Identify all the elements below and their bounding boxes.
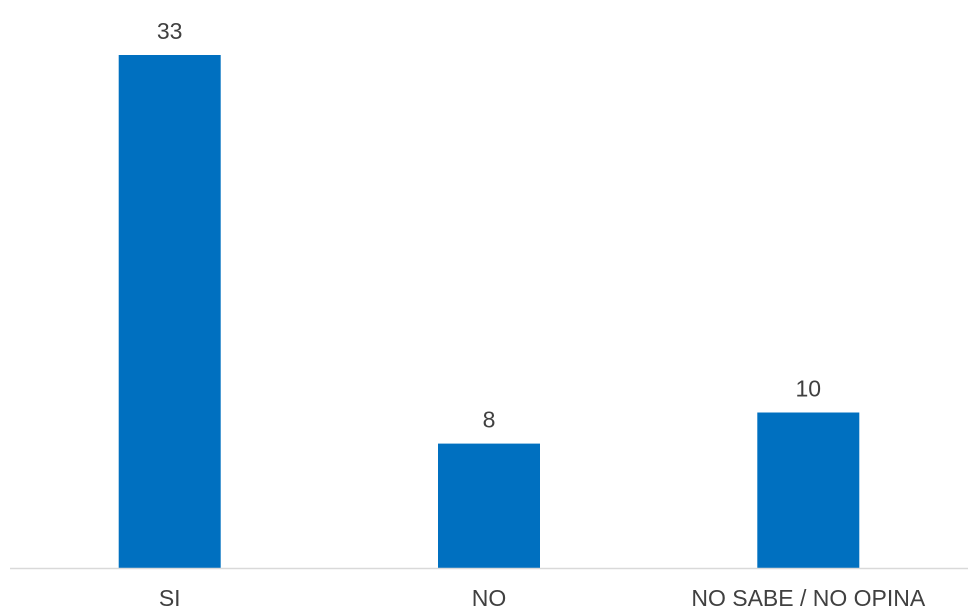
category-label-2: NO SABE / NO OPINA: [691, 585, 926, 611]
category-label-1: NO: [472, 585, 507, 611]
bar-2: [757, 412, 860, 568]
bar-1: [438, 443, 540, 568]
category-label-0: SI: [159, 585, 181, 611]
value-label-1: 8: [483, 407, 496, 433]
value-label-2: 10: [796, 376, 822, 402]
value-labels-group: 33 8 10: [157, 18, 821, 433]
bar-0: [118, 55, 221, 568]
value-label-0: 33: [157, 18, 183, 44]
category-labels-group: SI NO NO SABE / NO OPINA: [159, 585, 926, 611]
bars-group: [118, 55, 860, 568]
